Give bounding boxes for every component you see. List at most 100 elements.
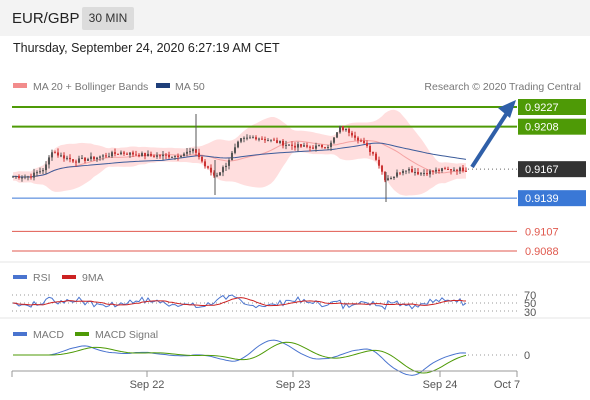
candle-body xyxy=(252,137,254,139)
candle-body xyxy=(12,176,14,178)
candle-body xyxy=(210,167,212,173)
candle-body xyxy=(234,147,236,153)
candle-body xyxy=(126,153,128,155)
candle-body xyxy=(174,155,176,157)
candle-body xyxy=(414,171,416,173)
candle-body xyxy=(60,155,62,157)
candle-body xyxy=(315,145,317,149)
candle-body xyxy=(261,138,263,140)
legend-ma20-swatch xyxy=(13,83,27,88)
x-tick-label-sep24: Sep 24 xyxy=(423,379,458,391)
legend-ma50-label: MA 50 xyxy=(175,81,205,93)
candle-body xyxy=(36,172,38,174)
candle-body xyxy=(324,147,326,149)
candle-body xyxy=(216,175,218,177)
current-price-tag xyxy=(518,161,586,178)
candle-body xyxy=(237,141,239,148)
candle-body xyxy=(432,170,434,172)
candle-body xyxy=(132,152,134,155)
rsi-label-50: 50 xyxy=(524,298,536,310)
candle-body xyxy=(294,145,296,148)
legend-macd-label: MACD xyxy=(33,329,64,341)
candle-body xyxy=(120,152,122,155)
level-label-0.9088: 0.9088 xyxy=(525,246,559,258)
candle-body xyxy=(171,156,173,158)
candle-body xyxy=(351,132,353,136)
candle-body xyxy=(156,155,158,157)
candle-body xyxy=(306,145,308,147)
legend-rsi-ma-label: 9MA xyxy=(82,272,104,284)
candle-body xyxy=(333,137,335,143)
timeframe-button[interactable]: 30 MIN xyxy=(82,7,134,30)
candle-body xyxy=(183,153,185,157)
candle-body xyxy=(408,168,410,171)
candle-body xyxy=(288,144,290,146)
candle-body xyxy=(93,156,95,160)
candle-body xyxy=(393,176,395,179)
candle-body xyxy=(123,152,125,154)
candle-body xyxy=(18,176,20,179)
legend-macd-signal-label: MACD Signal xyxy=(95,329,158,341)
candle-body xyxy=(303,145,305,147)
candle-body xyxy=(117,153,119,155)
candle-body xyxy=(87,159,89,161)
candle-body xyxy=(114,152,116,154)
candle-body xyxy=(321,144,323,148)
ma20-line xyxy=(12,139,467,178)
candle-body xyxy=(402,170,404,174)
candle-body xyxy=(360,140,362,142)
candle-body xyxy=(291,144,293,146)
level-label-0.9208: 0.9208 xyxy=(525,122,559,134)
candle-body xyxy=(378,159,380,166)
candle-body xyxy=(387,178,389,181)
candle-body xyxy=(195,149,197,153)
candle-body xyxy=(411,168,413,173)
symbol-title: EUR/GBP xyxy=(12,10,80,27)
candle-body xyxy=(186,151,188,154)
candle-body xyxy=(180,156,182,158)
candle-body xyxy=(330,142,332,147)
level-tag-0.9208 xyxy=(518,118,586,135)
candle-body xyxy=(63,155,65,159)
candle-body xyxy=(153,155,155,157)
candle-body xyxy=(276,140,278,143)
legend-rsi-ma-swatch xyxy=(62,275,76,279)
candle-body xyxy=(111,152,113,157)
candle-body xyxy=(219,172,221,176)
candle-body xyxy=(435,169,437,172)
candle-body xyxy=(78,158,80,163)
candle-body xyxy=(300,144,302,147)
candle-body xyxy=(150,153,152,156)
candle-body xyxy=(327,146,329,148)
candle-body xyxy=(420,173,422,175)
candle-body xyxy=(282,140,284,146)
copyright-text: Research © 2020 Trading Central xyxy=(424,81,581,93)
candle-body xyxy=(162,154,164,157)
candle-body xyxy=(168,155,170,158)
legend-macd-signal-swatch xyxy=(75,332,89,336)
candle-body xyxy=(135,154,137,156)
candle-body xyxy=(177,155,179,157)
candle-body xyxy=(21,177,23,179)
level-label-0.9227: 0.9227 xyxy=(525,102,559,114)
candle-body xyxy=(459,167,461,171)
candle-body xyxy=(363,141,365,143)
bollinger-band-fill xyxy=(13,109,466,196)
candle-body xyxy=(165,154,167,156)
candle-body xyxy=(105,155,107,157)
candle-body xyxy=(84,157,86,161)
candle-body xyxy=(273,139,275,141)
candle-body xyxy=(318,144,320,146)
candle-body xyxy=(33,172,35,178)
candle-body xyxy=(444,168,446,170)
candle-body xyxy=(198,152,200,157)
candle-body xyxy=(246,137,248,139)
candle-body xyxy=(147,153,149,157)
candle-body xyxy=(438,169,440,172)
candle-body xyxy=(204,161,206,167)
candle-body xyxy=(297,144,299,148)
candle-body xyxy=(312,147,314,149)
macd-line xyxy=(13,339,467,376)
candle-body xyxy=(108,156,110,158)
candle-body xyxy=(258,138,260,140)
